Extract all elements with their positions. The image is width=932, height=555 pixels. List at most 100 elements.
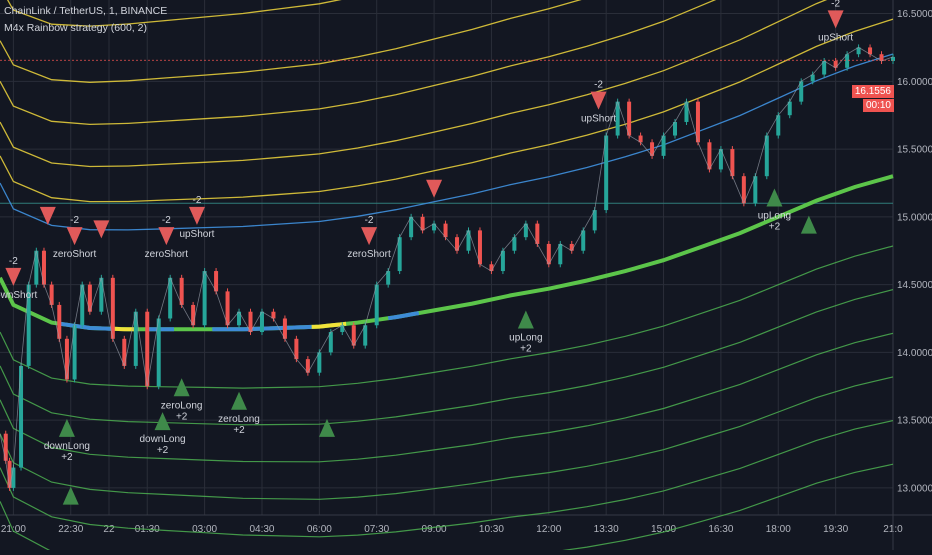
signal-label: upShort xyxy=(179,229,214,240)
symbol-title[interactable]: ChainLink / TetherUS, 1, BINANCE xyxy=(4,5,168,17)
candle-body xyxy=(305,359,310,373)
candle-body xyxy=(569,243,574,251)
candle-body xyxy=(156,318,161,387)
candle-body xyxy=(615,101,620,136)
candle-body xyxy=(845,54,850,68)
signal-value: +2 xyxy=(520,343,532,354)
rainbow-band xyxy=(0,332,894,463)
candle-body xyxy=(684,101,689,122)
candle-body xyxy=(19,365,24,468)
rainbow-band xyxy=(6,0,342,27)
candle-body xyxy=(879,54,884,61)
long-signal-marker xyxy=(517,310,534,329)
candle-body xyxy=(833,60,838,68)
candle-body xyxy=(432,223,437,231)
y-tick-label: 13.0000 xyxy=(897,483,932,494)
candle-body xyxy=(891,56,895,61)
long-signal-marker xyxy=(58,418,75,437)
short-signal-marker xyxy=(39,206,56,225)
candle-body xyxy=(500,250,505,272)
short-signal-marker xyxy=(188,206,205,225)
long-signal-marker xyxy=(173,378,190,397)
candle-body xyxy=(225,291,230,326)
signal-label: zeroShort xyxy=(145,249,189,260)
candle-body xyxy=(489,264,494,272)
candle-body xyxy=(787,101,792,116)
signal-value: +2 xyxy=(176,411,188,422)
rainbow-band xyxy=(0,463,894,555)
candle-body xyxy=(409,216,414,238)
candle-body xyxy=(317,352,322,373)
candle-body xyxy=(822,60,827,75)
y-tick-label: 14.0000 xyxy=(897,348,932,359)
short-signal-marker xyxy=(66,227,83,246)
candle-body xyxy=(718,149,723,170)
candle-body xyxy=(535,223,540,244)
candle-body xyxy=(477,230,482,265)
candle-body xyxy=(351,325,356,346)
short-signal-marker xyxy=(361,227,378,246)
candle-body xyxy=(145,311,150,387)
signal-label: zeroLong xyxy=(161,400,203,411)
candle-body xyxy=(363,325,368,346)
indicator-title[interactable]: M4x Rainbow strategy (600, 2) xyxy=(4,22,147,34)
signal-value: +2 xyxy=(61,452,73,463)
candle-body xyxy=(87,284,92,312)
candle-body xyxy=(420,216,425,231)
signal-label: zeroShort xyxy=(53,249,97,260)
signal-label: upShort xyxy=(581,114,616,125)
candle-body xyxy=(661,135,666,156)
price-line xyxy=(0,46,894,488)
candle-body xyxy=(99,277,104,312)
x-tick-label: 07:30 xyxy=(364,524,389,535)
candle-body xyxy=(810,74,815,82)
x-tick-label: 12:00 xyxy=(536,524,561,535)
candle-body xyxy=(282,318,287,339)
candle-body xyxy=(650,142,655,156)
rainbow-band xyxy=(0,0,828,168)
y-tick-label: 15.0000 xyxy=(897,212,932,223)
x-tick-label: 22 xyxy=(103,524,115,535)
x-tick-label: 10:30 xyxy=(479,524,504,535)
long-signal-marker xyxy=(318,418,335,437)
signal-label: zeroLong xyxy=(218,414,260,425)
signal-label: upLong xyxy=(509,332,542,343)
candle-body xyxy=(191,304,196,326)
candle-body xyxy=(443,223,448,238)
candle-body xyxy=(730,149,735,177)
candle-body xyxy=(328,332,333,353)
x-tick-label: 16:30 xyxy=(708,524,733,535)
chart-legend: ChainLink / TetherUS, 1, BINANCE M4x Rai… xyxy=(4,3,167,37)
rainbow-band xyxy=(0,420,894,538)
rainbow-band xyxy=(0,53,894,231)
rainbow-band xyxy=(0,245,894,389)
candle-body xyxy=(856,47,861,55)
signal-value: +2 xyxy=(233,425,245,436)
short-signal-marker xyxy=(158,227,175,246)
short-signal-marker xyxy=(426,179,443,198)
long-signal-marker xyxy=(154,412,171,431)
candle-body xyxy=(868,47,873,55)
signal-value: -2 xyxy=(594,80,603,91)
candle-body xyxy=(374,284,379,326)
midline-state-segment xyxy=(311,321,347,329)
signal-label: upLong xyxy=(758,211,791,222)
candle-body xyxy=(340,325,345,333)
x-tick-label: 19:30 xyxy=(823,524,848,535)
x-tick-label: 21:00 xyxy=(1,524,26,535)
long-signal-marker xyxy=(766,188,783,207)
y-tick-label: 16.5000 xyxy=(897,9,932,20)
candle-body xyxy=(64,338,69,380)
candle-body xyxy=(34,250,39,285)
candle-body xyxy=(3,433,8,461)
rainbow-band xyxy=(0,0,582,83)
candle-body xyxy=(168,277,173,319)
candle-body xyxy=(11,467,16,488)
candle-body xyxy=(26,284,31,366)
midline-state-segment xyxy=(58,321,113,331)
signal-value: -2 xyxy=(193,195,202,206)
candle-body xyxy=(202,271,207,326)
candle-body xyxy=(259,311,264,333)
